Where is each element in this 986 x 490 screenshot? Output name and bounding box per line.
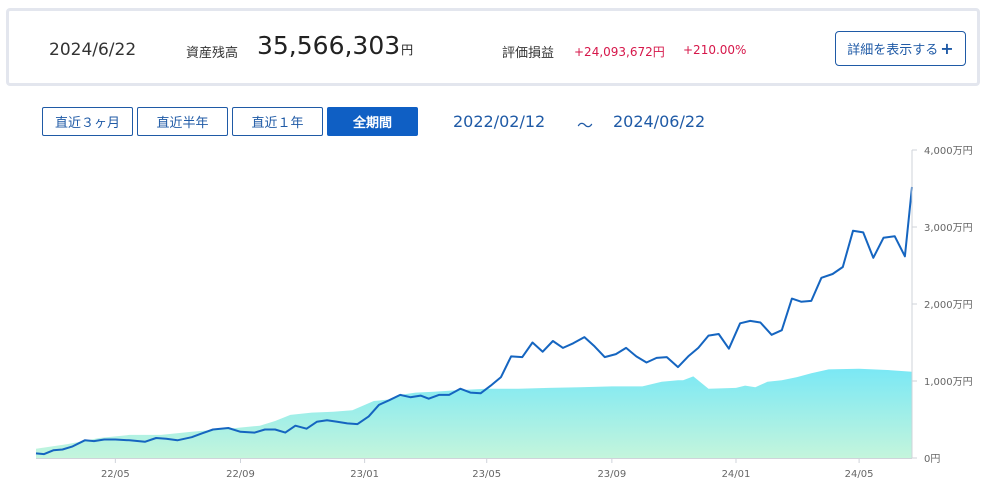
x-tick-label: 23/01 bbox=[350, 469, 379, 480]
y-tick-label: 0円 bbox=[924, 454, 940, 465]
show-details-label: 詳細を表示する bbox=[847, 43, 939, 58]
period-all-button[interactable]: 全期間 bbox=[327, 107, 418, 136]
asset-label: 資産残高 bbox=[186, 46, 239, 61]
plus-icon: + bbox=[940, 39, 954, 58]
period-selector: 直近３ヶ月 直近半年 直近１年 全期間 bbox=[42, 107, 422, 136]
x-tick-label: 24/01 bbox=[722, 469, 751, 480]
profit-loss-label: 評価損益 bbox=[502, 46, 555, 61]
asset-value: 35,566,303 bbox=[257, 31, 401, 60]
range-end-date: 2024/06/22 bbox=[613, 112, 706, 131]
period-6months-button[interactable]: 直近半年 bbox=[137, 107, 228, 136]
period-1year-button[interactable]: 直近１年 bbox=[232, 107, 323, 136]
x-tick-label: 24/05 bbox=[845, 469, 874, 480]
summary-panel: 2024/6/22 資産残高 35,566,303円 評価損益 +24,093,… bbox=[6, 8, 980, 86]
summary-date: 2024/6/22 bbox=[49, 40, 137, 60]
range-separator: ～ bbox=[577, 116, 594, 135]
y-tick-label: 2,000万円 bbox=[924, 300, 973, 311]
x-tick-label: 22/09 bbox=[226, 469, 255, 480]
asset-unit: 円 bbox=[401, 43, 414, 57]
show-details-button[interactable]: 詳細を表示する + bbox=[835, 31, 966, 66]
y-tick-label: 4,000万円 bbox=[924, 146, 973, 157]
axis-layer: 0円 1,000万円 2,000万円 3,000万円 4,000万円 22/05 22/09… bbox=[36, 146, 973, 480]
asset-chart: 0円 1,000万円 2,000万円 3,000万円 4,000万円 22/05 22/09… bbox=[35, 146, 973, 480]
principal-area bbox=[36, 368, 912, 458]
period-3months-button[interactable]: 直近３ヶ月 bbox=[42, 107, 133, 136]
asset-value-wrap: 35,566,303円 bbox=[257, 31, 413, 60]
profit-loss-rate: +210.00% bbox=[683, 43, 747, 57]
range-start-date: 2022/02/12 bbox=[453, 112, 546, 131]
x-tick-label: 23/09 bbox=[597, 469, 626, 480]
x-tick-label: 22/05 bbox=[101, 469, 130, 480]
asset-value-line bbox=[35, 186, 913, 456]
y-tick-label: 1,000万円 bbox=[924, 377, 973, 388]
y-tick-label: 3,000万円 bbox=[924, 223, 973, 234]
profit-loss-amount: +24,093,672円 bbox=[574, 45, 665, 59]
x-tick-label: 23/05 bbox=[472, 469, 501, 480]
